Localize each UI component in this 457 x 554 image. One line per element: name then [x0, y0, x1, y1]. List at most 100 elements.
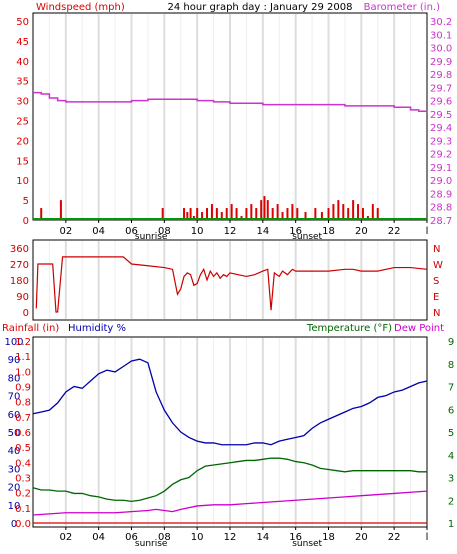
humidity-tick-label: 40 [8, 446, 21, 457]
time-tick-label: 12 [224, 226, 237, 237]
time-tick-label: 18 [322, 226, 335, 237]
windspeed-tick-label: 30 [16, 97, 29, 108]
direction-compass-label: S [433, 276, 439, 287]
time-tick-label: 06 [125, 532, 138, 543]
humidity-tick-label: 60 [8, 410, 21, 421]
barometer-tick-label: 29.0 [430, 176, 452, 187]
time-tick-label: 14 [256, 226, 269, 237]
time-tick-label: l [426, 532, 429, 543]
direction-compass-label: W [433, 260, 443, 271]
temperature-tick-label: 2 [448, 496, 454, 507]
time-tick-label: 06 [125, 226, 138, 237]
time-tick-label: 02 [59, 226, 72, 237]
direction-compass-label: N [433, 308, 440, 319]
temperature-tick-label: 6 [448, 405, 454, 416]
wind-direction-series-line [35, 256, 428, 313]
sunset-label: sunset [292, 232, 322, 242]
direction-tick-label: 90 [16, 292, 29, 303]
rainfall-tick-label: 0.5 [15, 443, 31, 454]
barometer-tick-label: 29.3 [430, 136, 452, 147]
rainfall-axis-label: Rainfall (in) [2, 323, 59, 334]
windspeed-tick-label: 45 [16, 37, 29, 48]
barometer-tick-label: 30.2 [430, 17, 452, 28]
humidity-axis-label: Humidity % [68, 323, 126, 334]
barometer-tick-label: 29.8 [430, 70, 452, 81]
windspeed-tick-label: 25 [16, 117, 29, 128]
barometer-series-line [33, 91, 428, 113]
windspeed-tick-label: 15 [16, 156, 29, 167]
barometer-tick-label: 29.5 [430, 110, 452, 121]
windspeed-tick-label: 10 [16, 176, 29, 187]
time-tick-label: 18 [322, 532, 335, 543]
temperature-tick-label: 5 [448, 428, 454, 439]
direction-compass-label: E [433, 292, 439, 303]
chart-title: 24 hour graph day : January 29 2008 [168, 2, 353, 13]
humidity-tick-label: 50 [8, 428, 21, 439]
temperature-tick-label: 3 [448, 474, 454, 485]
rainfall-tick-label: 0.1 [15, 504, 31, 515]
time-tick-label: 14 [256, 532, 269, 543]
temperature-tick-label: 8 [448, 360, 454, 371]
rainfall-tick-label: 1.2 [15, 337, 31, 348]
temperature-tick-label: 4 [448, 451, 454, 462]
windspeed-axis-label: Windspeed (mph) [36, 2, 125, 13]
humidity-tick-label: 100 [4, 337, 23, 348]
rainfall-tick-label: 0.2 [15, 489, 31, 500]
rainfall-tick-label: 0.7 [15, 413, 31, 424]
direction-panel-frame [32, 239, 428, 321]
time-tick-label: 08 [158, 532, 171, 543]
humidity-tick-label: 10 [8, 501, 21, 512]
dewpoint-series-line [32, 490, 428, 516]
temperature-tick-label: 1 [448, 519, 454, 530]
time-tick-label: l [426, 226, 429, 237]
direction-tick-label: 0 [23, 308, 29, 319]
time-tick-label: 12 [224, 532, 237, 543]
time-tick-label: 22 [388, 226, 401, 237]
barometer-tick-label: 30.0 [430, 44, 452, 55]
rainfall-tick-label: 1.0 [15, 367, 31, 378]
time-tick-label: 10 [191, 226, 204, 237]
humidity-tick-label: 0 [11, 519, 17, 530]
windspeed-tick-label: 20 [16, 136, 29, 147]
time-tick-label: 10 [191, 532, 204, 543]
barometer-tick-label: 30.1 [430, 30, 452, 41]
sunset-label: sunset [292, 539, 322, 549]
barometer-tick-label: 29.1 [430, 163, 452, 174]
windspeed-tick-label: 5 [23, 196, 29, 207]
barometer-tick-label: 29.6 [430, 97, 452, 108]
rainfall-tick-label: 0.6 [15, 428, 31, 439]
direction-tick-label: 270 [10, 260, 29, 271]
windspeed-tick-label: 0 [23, 216, 29, 227]
barometer-tick-label: 29.4 [430, 123, 452, 134]
time-tick-label: 20 [355, 226, 368, 237]
temperature-axis-label: Temperature (°F) [306, 323, 392, 334]
windspeed-tick-label: 40 [16, 57, 29, 68]
time-tick-label: 16 [289, 532, 302, 543]
windspeed-tick-label: 35 [16, 77, 29, 88]
time-tick-label: 02 [59, 532, 72, 543]
rainfall-tick-label: 0.0 [15, 519, 31, 530]
barometer-axis-label: Barometer (in.) [364, 2, 440, 13]
barometer-tick-label: 28.9 [430, 189, 452, 200]
rainfall-tick-label: 0.3 [15, 474, 31, 485]
barometer-tick-label: 28.8 [430, 203, 452, 214]
barometer-tick-label: 28.7 [430, 216, 452, 227]
time-tick-label: 20 [355, 532, 368, 543]
sunrise-label: sunrise [135, 232, 168, 242]
time-tick-label: 22 [388, 532, 401, 543]
humidity-series-line [32, 358, 428, 446]
humidity-tick-label: 70 [8, 392, 21, 403]
dewpoint-axis-label: Dew Point [394, 323, 444, 334]
direction-compass-label: N [433, 244, 440, 255]
rainfall-tick-label: 1.1 [15, 352, 31, 363]
humidity-tick-label: 80 [8, 373, 21, 384]
humidity-tick-label: 30 [8, 464, 21, 475]
rainfall-tick-label: 0.8 [15, 398, 31, 409]
sunrise-label: sunrise [135, 539, 168, 549]
humidity-tick-label: 90 [8, 355, 21, 366]
windspeed-tick-label: 50 [16, 17, 29, 28]
rainfall-tick-label: 0.9 [15, 383, 31, 394]
barometer-tick-label: 29.7 [430, 83, 452, 94]
barometer-tick-label: 29.2 [430, 150, 452, 161]
